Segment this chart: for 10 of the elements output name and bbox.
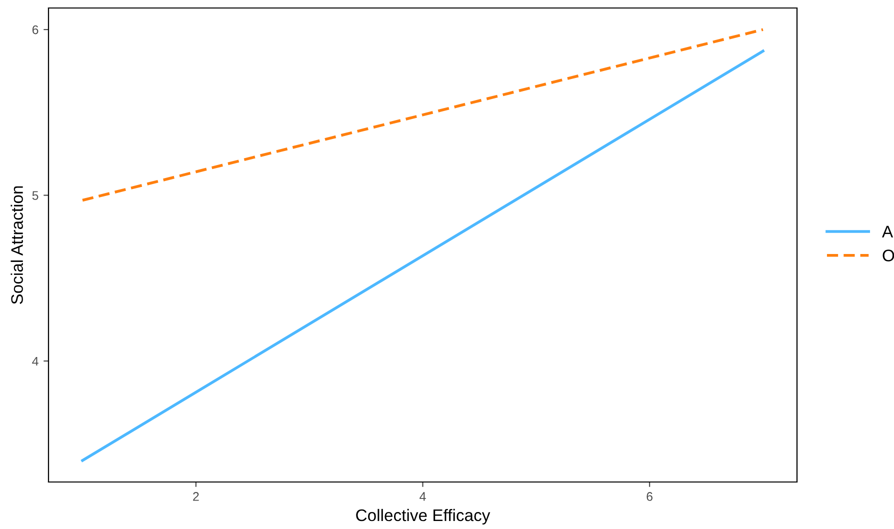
y-axis-title: Social Attraction: [10, 186, 23, 304]
y-tick-label: 5: [32, 191, 38, 200]
legend-label: O: [882, 250, 894, 262]
x-tick-label: 6: [646, 492, 652, 501]
legend-label: A: [882, 226, 894, 238]
x-tick-label: 2: [193, 492, 199, 501]
y-tick-label: 6: [32, 25, 38, 34]
y-tick-label: 4: [32, 356, 38, 366]
x-axis-title: Collective Efficacy: [356, 508, 490, 524]
x-tick-label: 4: [420, 492, 426, 501]
